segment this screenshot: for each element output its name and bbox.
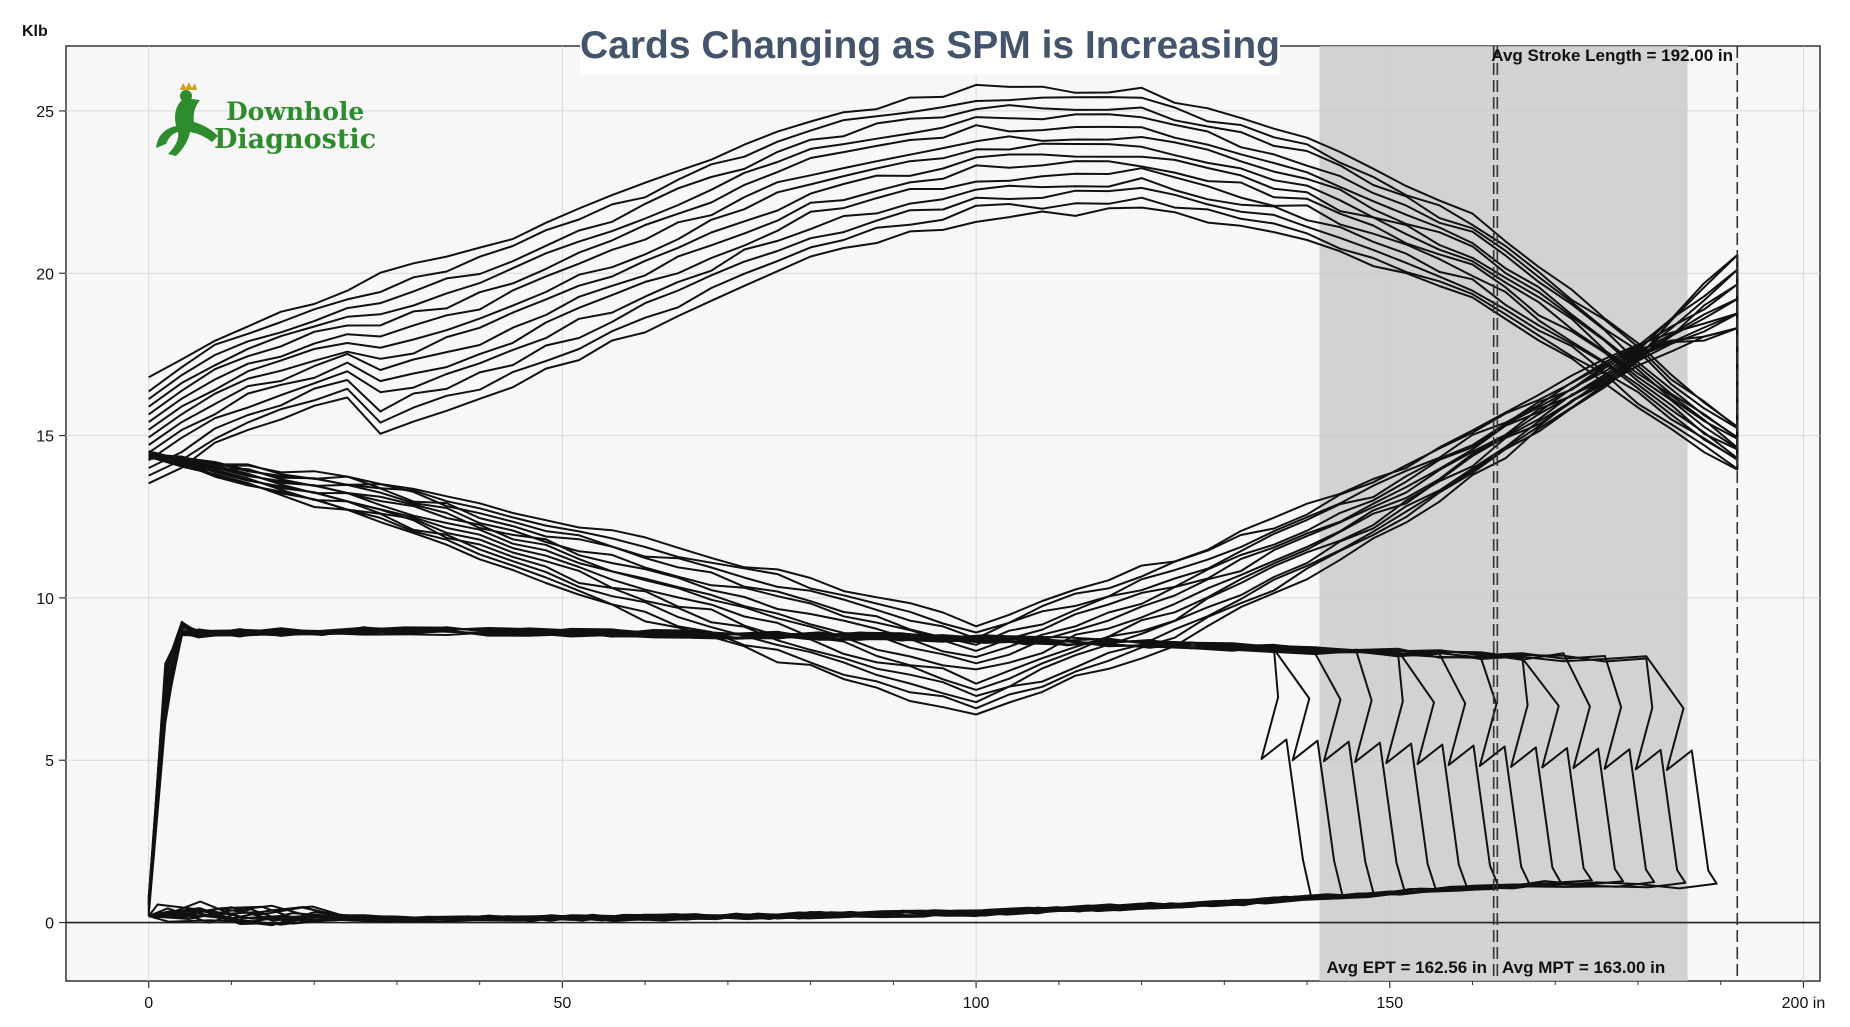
stroke-length-annotation: Avg Stroke Length = 192.00 in	[1491, 46, 1733, 65]
x-axis-ticks: 0 50 100 150 200 in	[144, 981, 1825, 1012]
y-tick-label: 10	[36, 591, 54, 608]
x-tick-label: 50	[554, 995, 572, 1012]
downhole-card-line	[147, 626, 1718, 923]
chart-title: Cards Changing as SPM is Increasing	[580, 24, 1280, 67]
mpt-annotation: Avg MPT = 163.00 in	[1502, 958, 1665, 977]
reference-lines	[1492, 46, 1739, 981]
downhole-cards	[147, 620, 1718, 927]
y-tick-label: 25	[36, 104, 54, 121]
x-tick-label: 150	[1376, 995, 1403, 1012]
downhole-card-line	[147, 623, 1624, 923]
x-tick-label: 100	[963, 995, 990, 1012]
y-axis-unit: Klb	[22, 23, 48, 40]
shaded-region	[1319, 46, 1688, 981]
y-tick-label: 15	[36, 429, 54, 446]
y-tick-label: 20	[36, 266, 54, 283]
logo-text-line1: Downhole	[226, 97, 364, 126]
y-tick-label: 5	[45, 753, 54, 770]
y-axis-ticks: 0 5 10 15 20 25	[36, 104, 66, 933]
x-tick-label: 200 in	[1782, 995, 1826, 1012]
dragon-icon	[156, 82, 218, 156]
y-tick-label: 0	[45, 916, 54, 933]
logo-text-line2: Diagnostic	[214, 124, 376, 155]
x-tick-label: 0	[144, 995, 153, 1012]
downhole-diagnostic-logo: Downhole Diagnostic	[156, 82, 376, 156]
title-background	[580, 20, 1280, 75]
ept-annotation: Avg EPT = 162.56 in	[1327, 958, 1487, 977]
